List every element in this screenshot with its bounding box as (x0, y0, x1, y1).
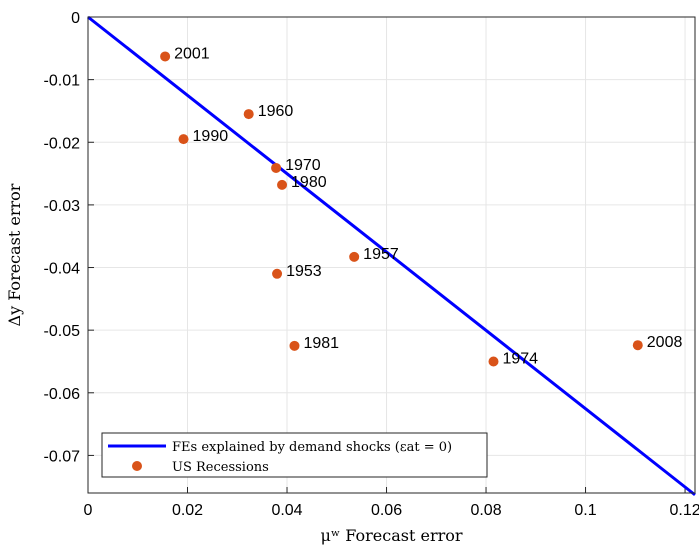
plot-border (87, 16, 696, 494)
y-tick-label: -0.04 (44, 261, 81, 278)
recession-point (243, 109, 254, 120)
recession-point-label: 1990 (193, 128, 229, 145)
series-lines (87, 15, 696, 497)
y-axis-label: Δy Forecast error (5, 183, 24, 326)
y-axis-ticks: 0 -0.01 -0.02 -0.03 -0.04 -0.05 -0.06 -0.07 (44, 10, 94, 465)
recession-point-label: 1953 (286, 263, 322, 280)
y-tick-label: -0.03 (44, 198, 81, 215)
demand-shock-line (87, 15, 696, 497)
recession-point (632, 340, 643, 351)
y-tick-label: 0 (71, 10, 80, 27)
legend-point-swatch (132, 461, 142, 471)
legend-entry-us-recessions: US Recessions (172, 460, 269, 475)
grid (87, 16, 695, 493)
x-tick-label: 0.06 (371, 502, 402, 519)
y-tick-label: -0.01 (44, 73, 81, 90)
recession-point-label: 1974 (502, 350, 538, 367)
recession-point (178, 134, 189, 145)
x-axis-label: μʷ Forecast error (320, 526, 462, 545)
legend: FEs explained by demand shocks (εat = 0)… (101, 432, 488, 478)
x-tick-label: 0.12 (669, 502, 699, 519)
x-tick-label: 0 (84, 502, 93, 519)
y-tick-label: -0.07 (44, 448, 81, 465)
recession-point-label: 1981 (303, 335, 339, 352)
recession-point (160, 51, 171, 62)
recession-point (349, 251, 360, 262)
recession-point (488, 356, 499, 367)
y-tick-label: -0.05 (44, 323, 81, 340)
recession-point (289, 340, 300, 351)
x-axis-ticks: 0 0.02 0.04 0.06 0.08 0.1 0.12 (84, 487, 699, 519)
x-tick-label: 0.02 (172, 502, 203, 519)
recession-point-label: 1957 (363, 246, 399, 263)
legend-entry-demand-shocks: FEs explained by demand shocks (εat = 0) (172, 440, 452, 455)
x-tick-label: 0.04 (271, 502, 302, 519)
recession-point (277, 179, 288, 190)
recession-point-label: 2001 (174, 45, 210, 62)
recession-point-label: 1970 (285, 157, 321, 174)
x-tick-label: 0.1 (574, 502, 596, 519)
legend-box (101, 432, 488, 478)
recession-point-label: 1960 (258, 103, 294, 120)
y-tick-label: -0.06 (44, 386, 81, 403)
recession-point (271, 162, 282, 173)
recession-point-label: 2008 (647, 334, 683, 351)
y-tick-label: -0.02 (44, 135, 81, 152)
recession-point (272, 268, 283, 279)
recession-point-label: 1980 (291, 174, 327, 191)
x-tick-label: 0.08 (470, 502, 501, 519)
